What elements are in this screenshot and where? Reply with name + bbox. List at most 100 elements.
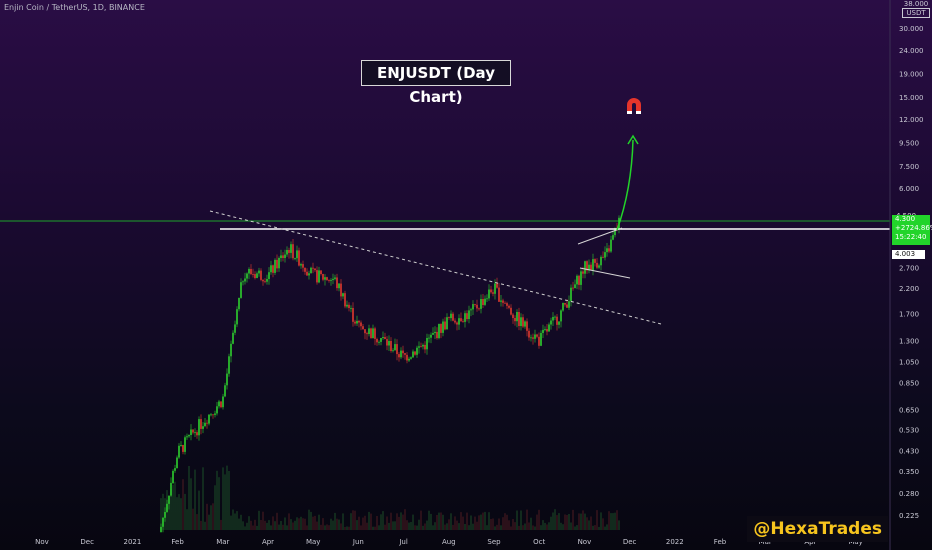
volume-bar [432,525,434,530]
candle-body [506,303,508,306]
candle-body [612,235,614,240]
candle-body [466,313,468,320]
candle-body [508,305,510,308]
volume-bar [614,512,616,530]
candle-body [548,324,550,332]
candle-body [284,254,286,258]
candle-body [598,265,600,268]
volume-bar [506,514,508,530]
resistance-price-badge: 4.003 [892,250,925,259]
candle-body [450,313,452,319]
volume-bar [454,516,456,530]
candle-body [614,228,616,236]
volume-bar [288,513,290,530]
candle-body [604,252,606,258]
volume-bar [238,518,240,530]
volume-bar [536,514,538,530]
price-tick-label: 30.000 [899,25,924,33]
current-price-value: 4.300 [895,215,916,223]
volume-bar [182,479,184,530]
candle-body [356,320,358,324]
candle-body [586,261,588,271]
candle-body [256,273,258,278]
candle-body [300,264,302,266]
volume-bar [600,512,602,530]
volume-bar [394,521,396,530]
candle-body [430,334,432,338]
volume-bar [160,498,162,530]
candle-body [332,278,334,280]
volume-bar [294,520,296,530]
volume-bar [366,522,368,530]
price-tick-label: 1.300 [899,337,919,345]
candle-body [544,329,546,330]
candle-body [600,256,602,266]
candle-body [528,330,530,338]
price-tick-label: 19.000 [899,71,924,79]
volume-bar [326,524,328,530]
volume-bar [462,516,464,530]
candle-body [318,270,320,283]
candle-body [440,324,442,333]
candle-body [414,351,416,355]
volume-bar [280,521,282,530]
volume-bar [168,502,170,530]
candle-body [426,338,428,350]
candle-body [210,414,212,416]
price-tick-label: 12.000 [899,116,924,124]
volume-bar [510,526,512,530]
candle-body [336,277,338,289]
candle-body [228,356,230,374]
volume-bar [592,525,594,530]
candle-body [580,271,582,285]
volume-bar [360,525,362,530]
candle-body [566,304,568,308]
candle-body [476,304,478,309]
candle-body [490,289,492,293]
candle-body [482,299,484,305]
volume-bar [226,465,228,530]
volume-bar [362,517,364,530]
volume-bar [212,503,214,530]
candle-body [572,287,574,289]
volume-bar [252,525,254,530]
volume-bar [452,524,454,530]
candle-body [186,436,188,438]
candle-body [174,468,176,471]
candle-body [312,267,314,269]
time-tick-label: Sep [487,538,501,546]
candle-body [214,413,216,415]
volume-bar [382,511,384,530]
volume-bar [408,522,410,530]
time-tick-label: 2022 [666,538,684,546]
volume-bar [218,477,220,530]
candle-body [538,336,540,346]
candle-body [288,250,290,253]
price-tick-label: 2.700 [899,265,919,273]
volume-bar [606,524,608,530]
price-tick-label: 0.280 [899,490,919,498]
candle-body [218,401,220,407]
candle-body [428,337,430,339]
volume-bar [174,481,176,530]
volume-bar [518,525,520,530]
candle-body [368,328,370,334]
volume-bar [262,511,264,530]
volume-bar [320,524,322,530]
candle-body [550,320,552,325]
candle-body [222,396,224,408]
volume-bar [210,505,212,530]
symbol-header: Enjin Coin / TetherUS, 1D, BINANCE [4,3,145,12]
volume-bar [390,512,392,530]
volume-bar [368,511,370,530]
candle-body [188,435,190,437]
candle-body [498,287,500,302]
volume-bar [336,518,338,530]
volume-bar [542,520,544,530]
volume-bar [314,515,316,530]
volume-bar [322,518,324,530]
volume-bar [372,526,374,530]
volume-bar [230,515,232,530]
volume-bar [380,514,382,530]
